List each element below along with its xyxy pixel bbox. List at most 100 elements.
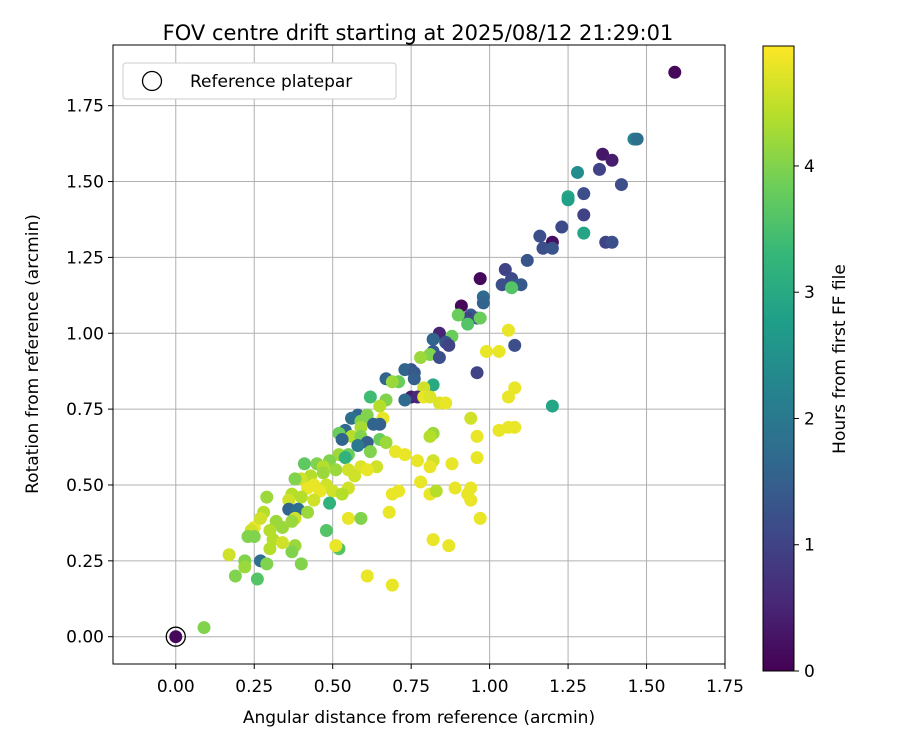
data-point [319, 523, 333, 537]
colorbar-tick-label: 1 [804, 536, 815, 556]
data-point [429, 484, 443, 498]
data-point [275, 520, 289, 534]
data-point [238, 560, 252, 574]
data-point [335, 432, 349, 446]
x-tick-label: 0.25 [235, 677, 273, 697]
chart-title: FOV centre drift starting at 2025/08/12 … [163, 21, 674, 45]
data-point [630, 132, 644, 146]
data-point [508, 381, 522, 395]
data-point [505, 281, 519, 295]
data-point [473, 311, 487, 325]
data-point [577, 187, 591, 201]
colorbar-label: Hours from first FF file [830, 264, 850, 454]
data-point [250, 572, 264, 586]
y-tick-label: 1.50 [66, 173, 104, 193]
data-point [282, 502, 296, 516]
data-point [417, 381, 431, 395]
data-point [373, 399, 387, 413]
data-point [398, 393, 412, 407]
data-point [297, 457, 311, 471]
data-point [439, 396, 453, 410]
x-tick-label: 0.00 [157, 677, 195, 697]
data-point [329, 463, 343, 477]
data-point [385, 375, 399, 389]
data-point [498, 263, 512, 277]
data-point [555, 220, 569, 234]
data-point [470, 451, 484, 465]
data-point [605, 153, 619, 167]
data-point [423, 429, 437, 443]
data-point [501, 323, 515, 337]
y-tick-label: 0.25 [66, 552, 104, 572]
data-point [461, 317, 475, 331]
legend: Reference platepar [122, 62, 397, 100]
y-tick-label: 0.50 [66, 476, 104, 496]
data-point [385, 578, 399, 592]
data-point [228, 569, 242, 583]
data-point [464, 481, 478, 495]
data-point [570, 165, 584, 179]
data-point [545, 241, 559, 255]
data-point [294, 490, 308, 504]
colorbar-tick-label: 3 [804, 283, 815, 303]
data-point [366, 417, 380, 431]
data-point [501, 390, 515, 404]
data-point [577, 226, 591, 240]
data-point [470, 429, 484, 443]
data-point [614, 178, 628, 192]
data-point [596, 147, 610, 161]
data-point [414, 475, 428, 489]
colorbar: 0 1 2 3 4 Hours from first FF file [762, 45, 850, 682]
data-point [398, 448, 412, 462]
legend-reference-marker [141, 70, 163, 92]
data-point [360, 463, 374, 477]
data-point [473, 272, 487, 286]
data-point [479, 344, 493, 358]
data-point [338, 451, 352, 465]
data-point [341, 511, 355, 525]
data-point [451, 308, 465, 322]
reference-platepar-marker [165, 626, 186, 647]
data-point [323, 496, 337, 510]
data-point [536, 241, 550, 255]
data-point [260, 490, 274, 504]
data-point [351, 439, 365, 453]
data-point [442, 338, 456, 352]
data-point [605, 235, 619, 249]
data-point [426, 332, 440, 346]
data-point [442, 539, 456, 553]
data-point [407, 372, 421, 386]
y-tick-label: 1.25 [66, 248, 104, 268]
data-point [464, 493, 478, 507]
y-axis-label: Rotation from reference (arcmin) [23, 214, 43, 494]
colorbar-tick-label: 2 [804, 409, 815, 429]
data-point [533, 229, 547, 243]
data-point [197, 621, 211, 635]
data-point [288, 472, 302, 486]
data-point [445, 457, 459, 471]
data-point [316, 466, 330, 480]
data-point [414, 351, 428, 365]
y-tick-label: 0.00 [66, 628, 104, 648]
x-tick-label: 1.50 [628, 677, 666, 697]
data-point [222, 548, 236, 562]
data-point [448, 481, 462, 495]
x-tick-label: 1.75 [706, 677, 744, 697]
data-point [354, 511, 368, 525]
colorbar-tick-label: 0 [804, 662, 815, 682]
data-point [382, 505, 396, 519]
data-point [432, 351, 446, 365]
data-point [410, 454, 424, 468]
data-point [423, 460, 437, 474]
data-point [254, 511, 268, 525]
data-point [492, 344, 506, 358]
data-point [385, 487, 399, 501]
data-point [301, 505, 315, 519]
x-tick-label: 0.75 [392, 677, 430, 697]
data-point [501, 420, 515, 434]
data-point [294, 557, 308, 571]
y-tick-label: 1.75 [66, 97, 104, 117]
data-point [379, 435, 393, 449]
data-point [464, 411, 478, 425]
